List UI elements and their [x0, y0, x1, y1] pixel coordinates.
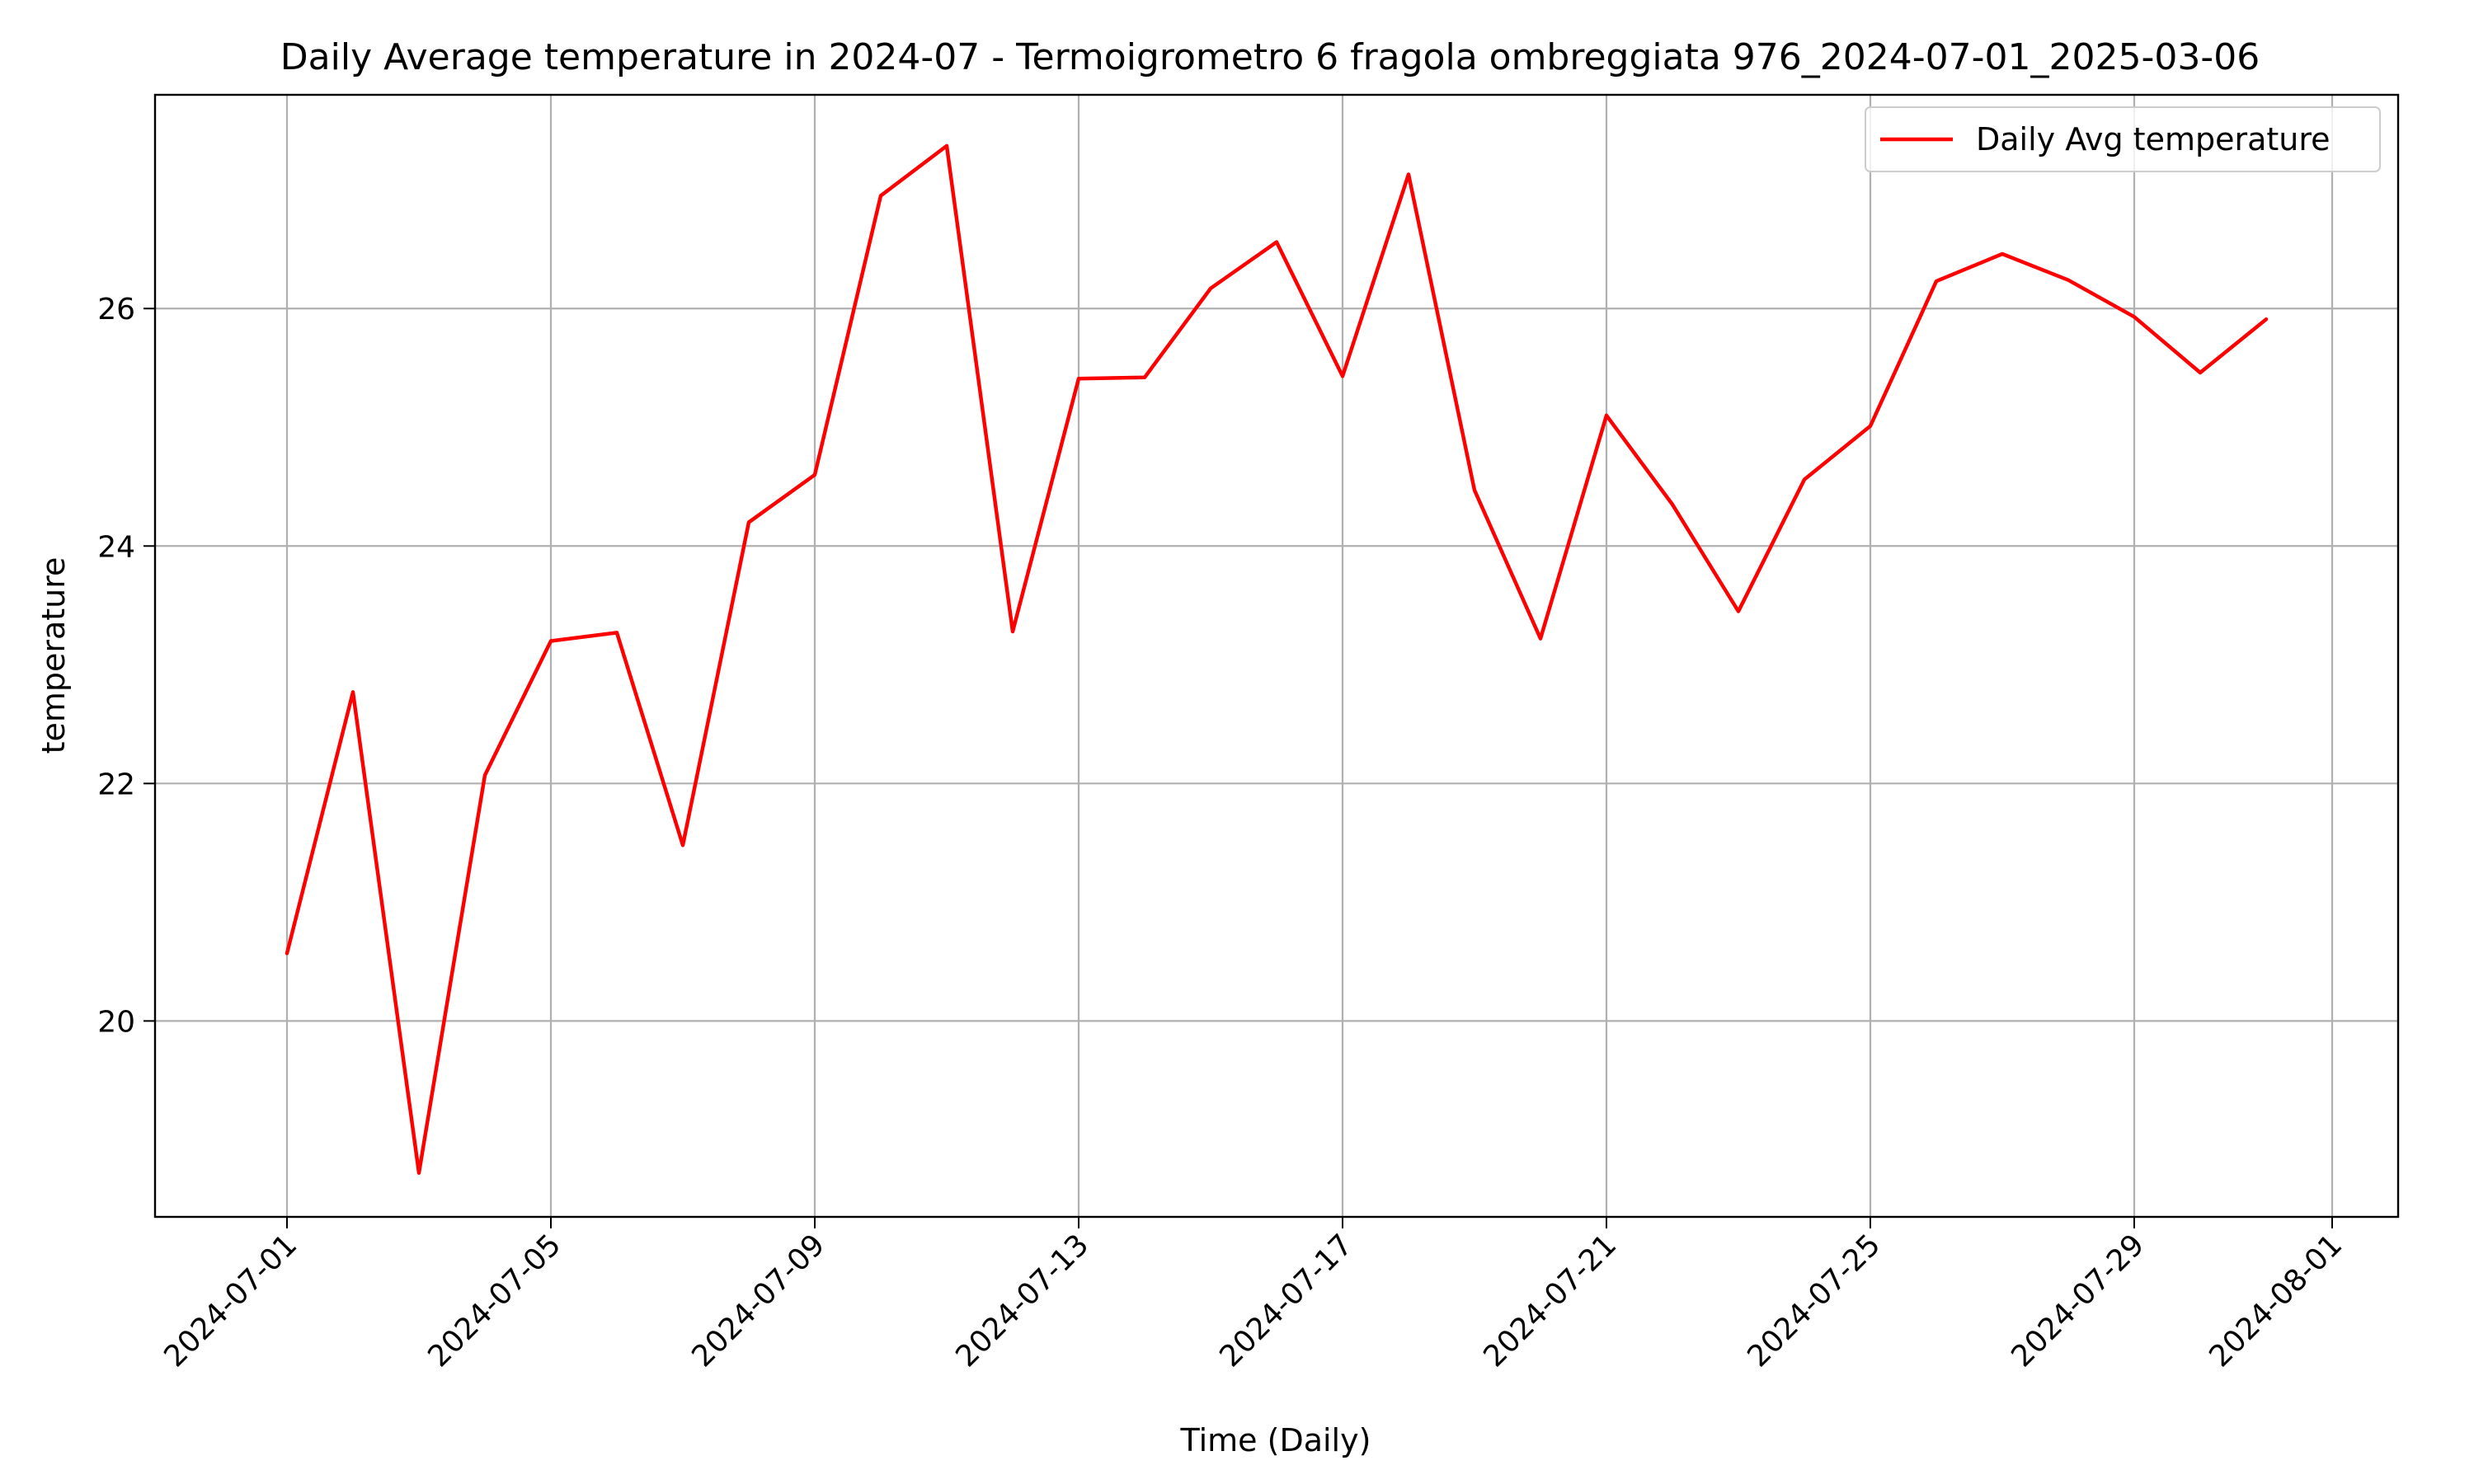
legend-label: Daily Avg temperature — [1976, 121, 2331, 157]
grid-layer — [155, 95, 2398, 1217]
legend-box — [1865, 106, 2381, 172]
data-point — [285, 951, 289, 956]
y-tick-label: 22 — [97, 768, 135, 801]
data-point — [350, 689, 355, 694]
data-point — [812, 472, 817, 477]
legend: Daily Avg temperature — [1865, 106, 2381, 172]
data-point — [1406, 171, 1411, 176]
series-line — [285, 143, 2269, 1175]
data-point — [2264, 317, 2269, 322]
data-point — [1868, 424, 1873, 429]
data-point — [1340, 373, 1345, 378]
data-point — [482, 773, 487, 777]
data-point — [1934, 279, 1939, 284]
data-point — [1538, 636, 1543, 641]
data-point — [2198, 370, 2203, 375]
data-point — [878, 193, 883, 198]
line-layer — [285, 143, 2269, 1176]
y-axis-label: temperature — [35, 557, 72, 754]
data-point — [2132, 314, 2137, 319]
data-point — [2000, 251, 2005, 256]
data-point — [2066, 278, 2071, 283]
data-point — [1274, 240, 1279, 245]
y-tick-label: 26 — [97, 293, 135, 326]
x-axis-label: Time (Daily) — [1180, 1422, 1371, 1458]
data-point — [746, 519, 751, 524]
data-point — [944, 143, 949, 148]
y-tick-label: 24 — [97, 530, 135, 564]
data-point — [1802, 477, 1807, 482]
data-point — [1472, 488, 1477, 493]
data-point — [1736, 608, 1741, 613]
data-point — [416, 1171, 421, 1176]
y-tick-label: 20 — [97, 1005, 135, 1039]
data-point — [1010, 629, 1015, 634]
data-point — [548, 638, 553, 643]
data-point — [1604, 413, 1609, 418]
data-point — [1076, 376, 1081, 381]
plot-frame — [153, 93, 2400, 1219]
chart-title: Daily Average temperature in 2024-07 - T… — [280, 36, 2260, 78]
data-point — [1142, 375, 1147, 380]
data-point — [680, 843, 685, 848]
data-point — [1670, 502, 1675, 507]
data-point — [614, 630, 619, 635]
data-point — [1208, 286, 1213, 291]
